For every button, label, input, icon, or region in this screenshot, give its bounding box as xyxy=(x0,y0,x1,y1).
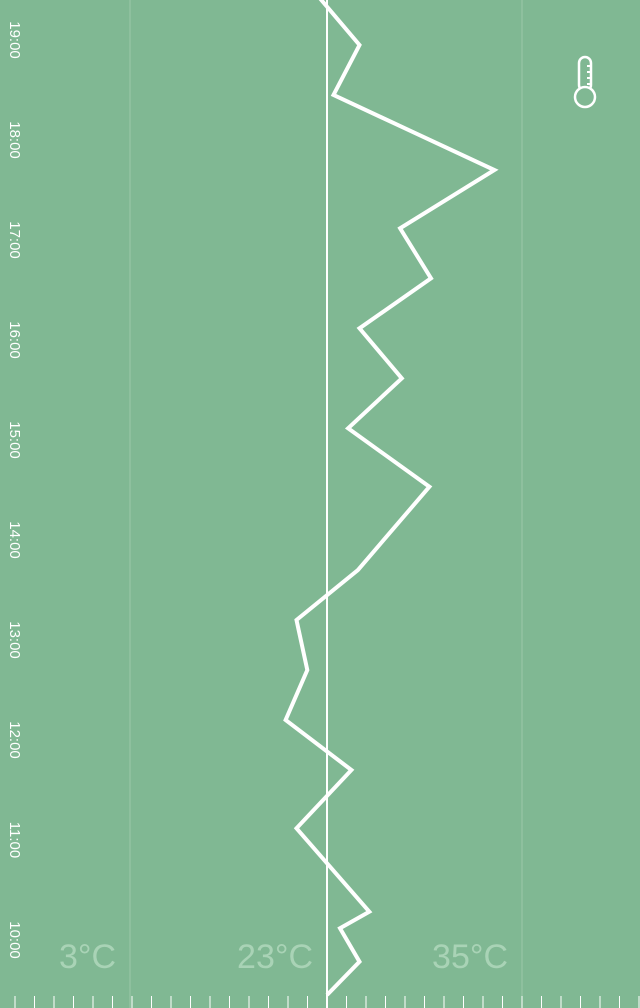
time-label: 15:00 xyxy=(6,421,23,459)
series-line xyxy=(283,0,499,997)
time-label: 11:00 xyxy=(6,822,23,858)
time-label: 13:00 xyxy=(6,621,23,659)
time-label: 14:00 xyxy=(6,521,23,559)
grid-lines xyxy=(129,0,523,1008)
temperature-label: 35°C xyxy=(432,938,508,976)
time-label: 12:00 xyxy=(6,721,23,759)
time-label: 10:00 xyxy=(6,921,23,959)
temperature-labels: 3°C 23°C 35°C xyxy=(59,938,508,976)
bottom-ruler-ticks xyxy=(14,996,640,1008)
time-axis-labels: 10:00 11:00 12:00 13:00 14:00 15:00 16:00 17:00… xyxy=(6,21,23,959)
time-label: 16:00 xyxy=(6,321,23,359)
series-group xyxy=(283,0,499,997)
thermometer-icon[interactable] xyxy=(566,54,604,110)
temperature-label: 3°C xyxy=(59,938,116,976)
time-label: 18:00 xyxy=(6,121,23,159)
time-label: 19:00 xyxy=(6,21,23,59)
time-label: 17:00 xyxy=(6,221,23,259)
temperature-label: 23°C xyxy=(237,938,313,976)
